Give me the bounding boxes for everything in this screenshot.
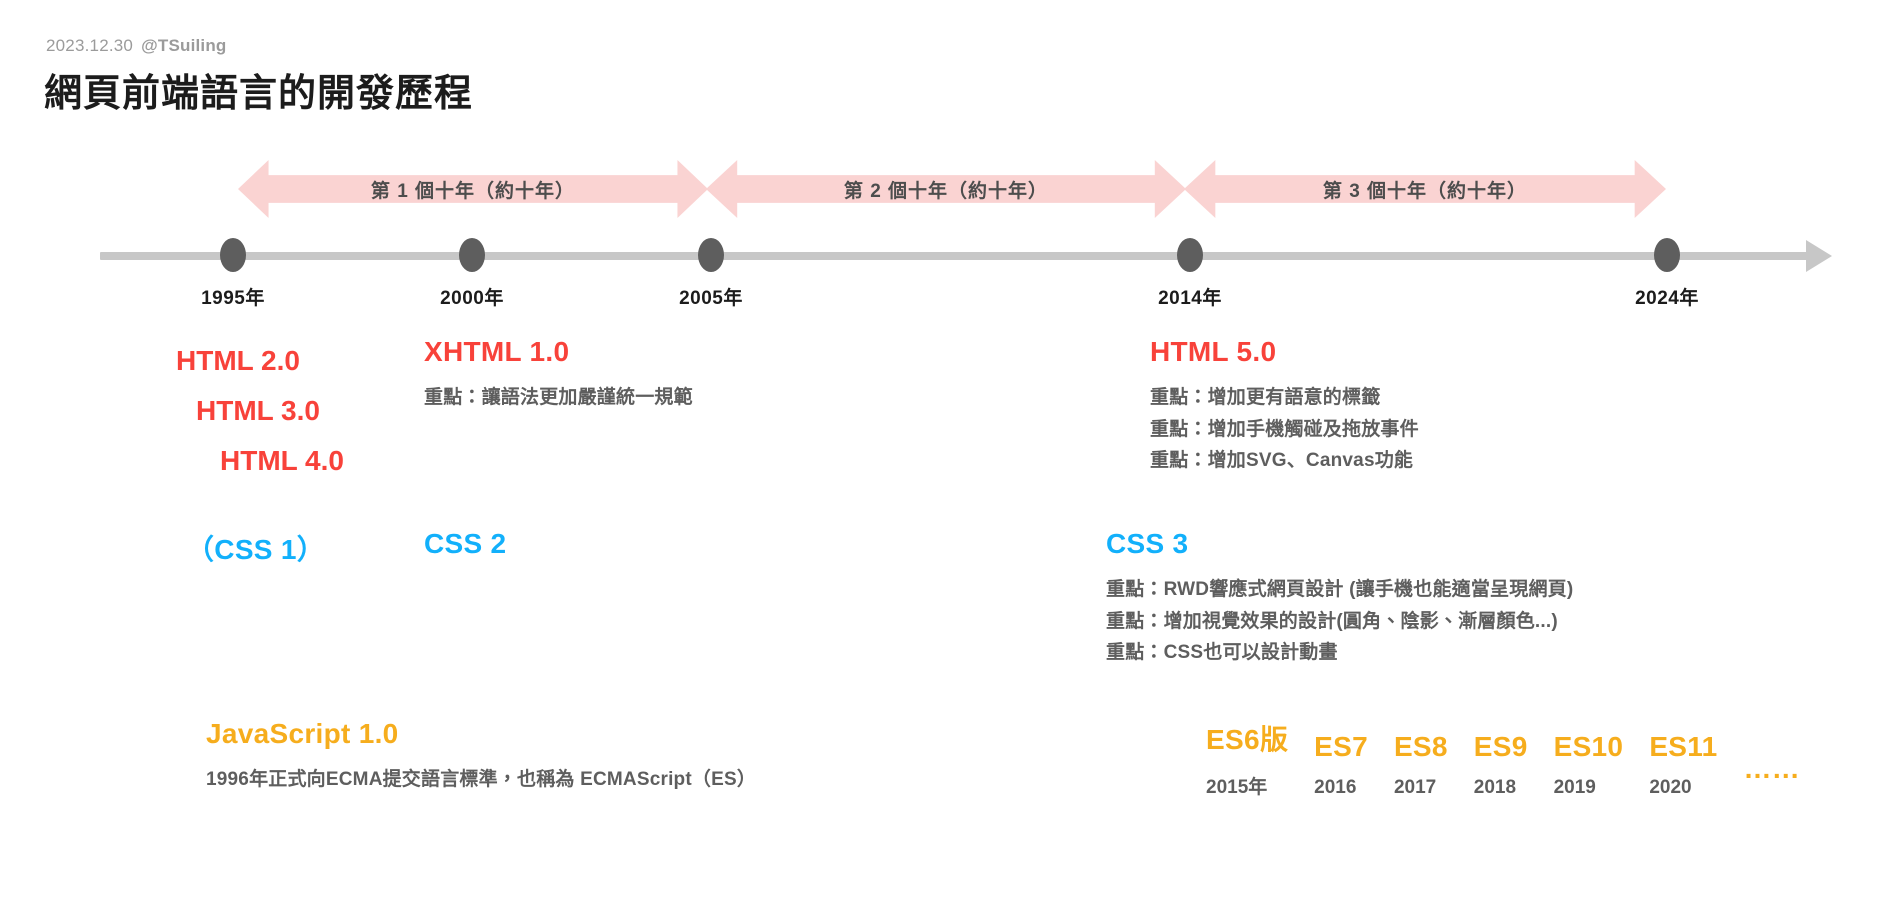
timeline-dot-icon <box>220 238 246 272</box>
es-version-year: 2020 <box>1649 777 1692 798</box>
es-version-name: ES10 <box>1553 731 1624 762</box>
es-version-item: ES8 2017 <box>1394 731 1448 799</box>
meta-line: 2023.12.30 @TSuiling <box>46 36 227 56</box>
css1-block: （CSS 1） <box>186 528 325 568</box>
css2-block: CSS 2 <box>424 528 506 560</box>
css3-note: 重點：CSS也可以設計動畫 <box>1106 642 1338 664</box>
es-version-name: ES8 <box>1393 731 1448 762</box>
es-version-item: ES9 2018 <box>1474 731 1528 799</box>
decade-arrow-2: 第 2 個十年（約十年） <box>706 160 1186 218</box>
decade-label: 第 1 個十年（約十年） <box>370 180 576 202</box>
es-version-year: 2018 <box>1473 777 1517 798</box>
es-version-item: ES10 2019 <box>1554 731 1624 799</box>
html5-block: HTML 5.0 重點：增加更有語意的標籤 重點：增加手機觸碰及拖放事件 重點：… <box>1150 336 1419 477</box>
timeline-dot-icon <box>1177 238 1203 272</box>
es-version-item: ES11 2020 <box>1649 731 1717 799</box>
tick-label: 2014年 <box>1158 288 1222 309</box>
html-version: HTML 2.0 <box>176 345 300 376</box>
tick-label: 2024年 <box>1635 288 1699 309</box>
es-version-item: ES6版 2015年 <box>1206 718 1288 799</box>
tick-label: 2000年 <box>440 288 504 309</box>
html-version: HTML 3.0 <box>196 394 320 426</box>
javascript-block: JavaScript 1.0 1996年正式向ECMA提交語言標準，也稱為 EC… <box>206 718 756 796</box>
es-version-name: ES6版 <box>1206 724 1289 755</box>
css3-title: CSS 3 <box>1106 528 1189 559</box>
decade-band: 第 1 個十年（約十年） 第 2 個十年（約十年） 第 3 個十年（約十年） <box>0 160 1900 220</box>
html5-title: HTML 5.0 <box>1150 336 1277 367</box>
html5-note: 重點：增加SVG、Canvas功能 <box>1150 450 1414 472</box>
xhtml-note: 重點：讓語法更加嚴謹統一規範 <box>424 387 693 408</box>
es-version-year: 2017 <box>1393 777 1437 798</box>
xhtml-title: XHTML 1.0 <box>424 336 570 367</box>
es-version-item: ES7 2016 <box>1314 731 1368 799</box>
xhtml-block: XHTML 1.0 重點：讓語法更加嚴謹統一規範 <box>424 336 693 414</box>
timeline-dot-icon <box>459 238 485 272</box>
es-version-name: …… <box>1743 753 1801 784</box>
html-version: HTML 4.0 <box>220 444 344 476</box>
author-handle: @TSuiling <box>141 36 227 55</box>
javascript-title: JavaScript 1.0 <box>206 718 399 749</box>
decade-label: 第 2 個十年（約十年） <box>843 180 1049 202</box>
es-version-name: ES9 <box>1473 731 1528 762</box>
timeline-dot-icon <box>1654 238 1680 272</box>
tick-label: 1995年 <box>201 288 265 309</box>
html5-note: 重點：增加更有語意的標籤 <box>1150 387 1381 408</box>
es-versions-row: ES6版 2015年 ES7 2016 ES8 2017 ES9 2018 ES… <box>1206 718 1800 799</box>
timeline-axis <box>100 252 1812 260</box>
decade-arrow-3: 第 3 個十年（約十年） <box>1184 160 1666 218</box>
es-version-ellipsis: …… <box>1743 753 1800 799</box>
html5-note: 重點：增加手機觸碰及拖放事件 <box>1150 418 1419 440</box>
tick-label: 2005年 <box>679 288 743 309</box>
page-title: 網頁前端語言的開發歷程 <box>44 73 474 115</box>
axis-arrowhead-icon <box>1806 240 1832 272</box>
css3-note: 重點：RWD響應式網頁設計 (讓手機也能適當呈現網頁) <box>1106 579 1574 600</box>
decade-arrow-1: 第 1 個十年（約十年） <box>238 160 708 218</box>
es-version-year: 2015年 <box>1206 777 1268 798</box>
javascript-note: 1996年正式向ECMA提交語言標準，也稱為 ECMAScript（ES） <box>206 769 757 790</box>
css1-title: （CSS 1） <box>186 534 326 565</box>
es-version-name: ES7 <box>1314 731 1368 762</box>
timeline-dot-icon <box>698 238 724 272</box>
html-early-versions: HTML 2.0 HTML 3.0 HTML 4.0 <box>176 336 344 485</box>
decade-label: 第 3 個十年（約十年） <box>1322 180 1528 202</box>
es-version-name: ES11 <box>1649 731 1718 762</box>
es-version-year: 2016 <box>1314 777 1357 798</box>
css3-block: CSS 3 重點：RWD響應式網頁設計 (讓手機也能適當呈現網頁) 重點：增加視… <box>1106 528 1573 669</box>
publish-date: 2023.12.30 <box>46 36 134 55</box>
css2-title: CSS 2 <box>424 528 507 559</box>
es-version-year: 2019 <box>1553 777 1596 798</box>
css3-note: 重點：增加視覺效果的設計(圓角、陰影、漸層顏色...) <box>1106 610 1558 632</box>
